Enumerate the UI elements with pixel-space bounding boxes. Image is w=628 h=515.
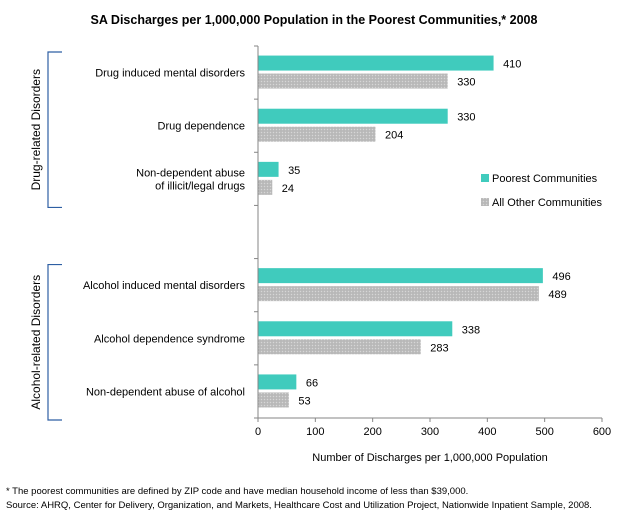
category-label: Non-dependent abuse of alcohol — [86, 386, 245, 398]
data-label: 496 — [552, 271, 570, 283]
bar-poorest — [258, 161, 279, 177]
bar-chart: SA Discharges per 1,000,000 Population i… — [29, 13, 611, 464]
x-tick-label: 200 — [363, 426, 381, 438]
legend-swatch — [481, 198, 489, 206]
category-label: Alcohol induced mental disorders — [83, 280, 246, 292]
data-label: 283 — [430, 342, 448, 354]
data-label: 24 — [282, 183, 294, 195]
bar-poorest — [258, 55, 494, 71]
x-axis-label: Number of Discharges per 1,000,000 Popul… — [312, 452, 547, 464]
data-label: 338 — [462, 324, 480, 336]
category-label: Alcohol dependence syndrome — [94, 333, 245, 345]
data-label: 53 — [298, 395, 310, 407]
x-tick-label: 500 — [535, 426, 553, 438]
data-label: 35 — [288, 165, 300, 177]
data-label: 330 — [457, 112, 475, 124]
bar-poorest — [258, 321, 453, 337]
legend-label: Poorest Communities — [492, 173, 598, 185]
bar-all-other — [258, 73, 448, 89]
chart-title: SA Discharges per 1,000,000 Population i… — [91, 13, 538, 27]
data-label: 204 — [385, 130, 403, 142]
data-label: 66 — [306, 377, 318, 389]
x-tick-label: 100 — [306, 426, 324, 438]
data-label: 410 — [503, 59, 521, 71]
x-tick-label: 600 — [593, 426, 611, 438]
legend-label: All Other Communities — [492, 197, 603, 209]
category-label: Non-dependent abuse — [136, 167, 245, 179]
data-label: 489 — [548, 289, 566, 301]
group-label: Alcohol-related Disorders — [29, 275, 43, 410]
bar-all-other — [258, 392, 289, 408]
x-tick-label: 0 — [255, 426, 261, 438]
category-label: of illicit/legal drugs — [155, 180, 245, 192]
category-label: Drug dependence — [158, 121, 245, 133]
footnote-source: Source: AHRQ, Center for Delivery, Organ… — [6, 500, 592, 511]
bar-poorest — [258, 374, 297, 390]
data-label: 330 — [457, 77, 475, 89]
group-bracket — [47, 51, 62, 209]
bar-all-other — [258, 286, 539, 302]
category-label: Drug induced mental disorders — [95, 68, 245, 80]
bar-all-other — [258, 126, 376, 142]
group-label: Drug-related Disorders — [29, 69, 43, 190]
bar-poorest — [258, 108, 448, 124]
group-bracket — [47, 263, 62, 421]
x-tick-label: 300 — [421, 426, 439, 438]
legend-swatch — [481, 174, 489, 182]
x-tick-label: 400 — [478, 426, 496, 438]
bar-poorest — [258, 268, 543, 284]
bar-all-other — [258, 339, 421, 355]
bar-all-other — [258, 179, 273, 195]
footnote-definition: * The poorest communities are defined by… — [6, 486, 469, 497]
